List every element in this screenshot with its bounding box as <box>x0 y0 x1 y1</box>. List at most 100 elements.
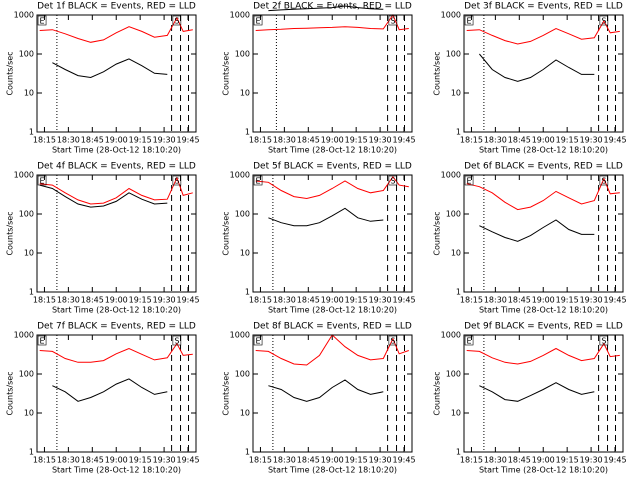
y-axis-label: Counts/sec <box>433 371 442 415</box>
series-line <box>39 16 193 43</box>
x-tick-label: 19:00 <box>532 136 555 145</box>
y-tick-label: 1000 <box>230 331 250 340</box>
flag-label: E <box>256 177 261 186</box>
y-tick-label: 1 <box>29 128 34 137</box>
flag-box <box>37 335 47 346</box>
x-tick-label: 19:45 <box>603 136 626 145</box>
y-axis-label: Counts/sec <box>433 51 442 95</box>
y-tick-label: 10 <box>451 249 461 258</box>
y-tick-label: 1 <box>456 448 461 457</box>
flag-box <box>37 175 47 186</box>
flag-label: E <box>40 337 45 346</box>
y-tick-label: 10 <box>240 409 250 418</box>
plot-frame <box>463 14 624 133</box>
y-tick-label: 1000 <box>441 11 461 20</box>
flag-box <box>388 335 398 346</box>
x-axis-label: Start Time (28-Oct-12 18:10:20) <box>479 146 608 155</box>
x-tick-label: 19:45 <box>603 296 626 305</box>
flag-label: S <box>174 17 179 26</box>
x-tick-label: 19:15 <box>129 296 152 305</box>
flag-box <box>253 15 263 26</box>
x-axis-label: Start Time (28-Oct-12 18:10:20) <box>479 466 608 475</box>
x-tick-label: 18:30 <box>484 456 507 465</box>
x-tick-label: 18:15 <box>33 456 56 465</box>
y-tick-label: 10 <box>451 89 461 98</box>
y-axis-label: Counts/sec <box>222 371 231 415</box>
chart-title: Det 6f BLACK = Events, RED = LLD <box>464 162 623 172</box>
x-tick-label: 18:15 <box>33 296 56 305</box>
x-tick-label: 19:00 <box>321 456 344 465</box>
series-line <box>39 184 168 208</box>
plot-frame <box>463 334 624 453</box>
x-tick-label: 19:00 <box>321 136 344 145</box>
x-axis-label: Start Time (28-Oct-12 18:10:20) <box>52 466 181 475</box>
x-axis-label: Start Time (28-Oct-12 18:10:20) <box>268 306 397 315</box>
series-line <box>255 175 409 200</box>
plot-frame <box>252 334 413 453</box>
y-tick-label: 100 <box>235 370 250 379</box>
x-tick-label: 18:45 <box>297 136 320 145</box>
panel: Det 1f BLACK = Events, RED = LLD Start Ti… <box>6 2 200 155</box>
flag-label: S <box>601 17 606 26</box>
x-tick-label: 18:15 <box>249 456 272 465</box>
flag-box <box>388 175 398 186</box>
x-tick-label: 19:00 <box>532 296 555 305</box>
x-tick-label: 19:15 <box>556 456 579 465</box>
chart-title: Det 3f BLACK = Events, RED = LLD <box>464 2 623 12</box>
x-tick-label: 19:45 <box>392 296 415 305</box>
flag-box <box>172 335 182 346</box>
panel: Det 2f BLACK = Events, RED = LLD Start Ti… <box>222 2 416 155</box>
flag-label: S <box>174 177 179 186</box>
flag-label: S <box>601 337 606 346</box>
flag-box <box>599 335 609 346</box>
x-tick-label: 19:15 <box>345 456 368 465</box>
panel: Det 7f BLACK = Events, RED = LLD Start Ti… <box>6 322 200 475</box>
y-axis-label: Counts/sec <box>6 51 15 95</box>
flag-box <box>37 15 47 26</box>
y-tick-label: 10 <box>24 409 34 418</box>
y-tick-label: 10 <box>24 249 34 258</box>
x-tick-label: 18:45 <box>508 456 531 465</box>
y-tick-label: 1 <box>456 128 461 137</box>
flag-box <box>253 335 263 346</box>
x-tick-label: 18:30 <box>57 136 80 145</box>
x-axis-label: Start Time (28-Oct-12 18:10:20) <box>52 306 181 315</box>
x-tick-label: 18:45 <box>508 136 531 145</box>
panel: Det 9f BLACK = Events, RED = LLD Start Ti… <box>433 322 627 475</box>
plot-frame <box>463 174 624 293</box>
panel: Det 4f BLACK = Events, RED = LLD Start Ti… <box>6 162 200 315</box>
flag-label: S <box>174 337 179 346</box>
y-tick-label: 1000 <box>230 11 250 20</box>
y-tick-label: 10 <box>451 409 461 418</box>
x-tick-label: 18:30 <box>484 136 507 145</box>
chart-title: Det 5f BLACK = Events, RED = LLD <box>253 162 412 172</box>
y-tick-label: 1 <box>245 448 250 457</box>
flag-box <box>464 15 474 26</box>
y-tick-label: 100 <box>446 210 461 219</box>
x-tick-label: 18:30 <box>273 456 296 465</box>
x-tick-label: 18:45 <box>297 456 320 465</box>
chart-title: Det 9f BLACK = Events, RED = LLD <box>464 322 623 332</box>
series-line <box>268 207 384 227</box>
y-tick-label: 100 <box>235 50 250 59</box>
series-line <box>52 58 168 79</box>
x-tick-label: 19:00 <box>532 456 555 465</box>
y-tick-label: 100 <box>446 370 461 379</box>
y-tick-label: 10 <box>240 249 250 258</box>
x-axis-label: Start Time (28-Oct-12 18:10:20) <box>268 466 397 475</box>
flag-box <box>464 175 474 186</box>
y-tick-label: 1 <box>245 128 250 137</box>
flag-box <box>172 15 182 26</box>
y-tick-label: 1 <box>29 448 34 457</box>
flag-label: S <box>390 337 395 346</box>
x-tick-label: 19:30 <box>153 136 176 145</box>
flag-label: E <box>467 337 472 346</box>
flag-label: S <box>390 177 395 186</box>
x-tick-label: 19:30 <box>580 296 603 305</box>
x-tick-label: 18:30 <box>57 296 80 305</box>
y-tick-label: 1 <box>456 288 461 297</box>
y-tick-label: 100 <box>446 50 461 59</box>
series-line <box>466 342 620 365</box>
chart-title: Det 4f BLACK = Events, RED = LLD <box>37 162 196 172</box>
